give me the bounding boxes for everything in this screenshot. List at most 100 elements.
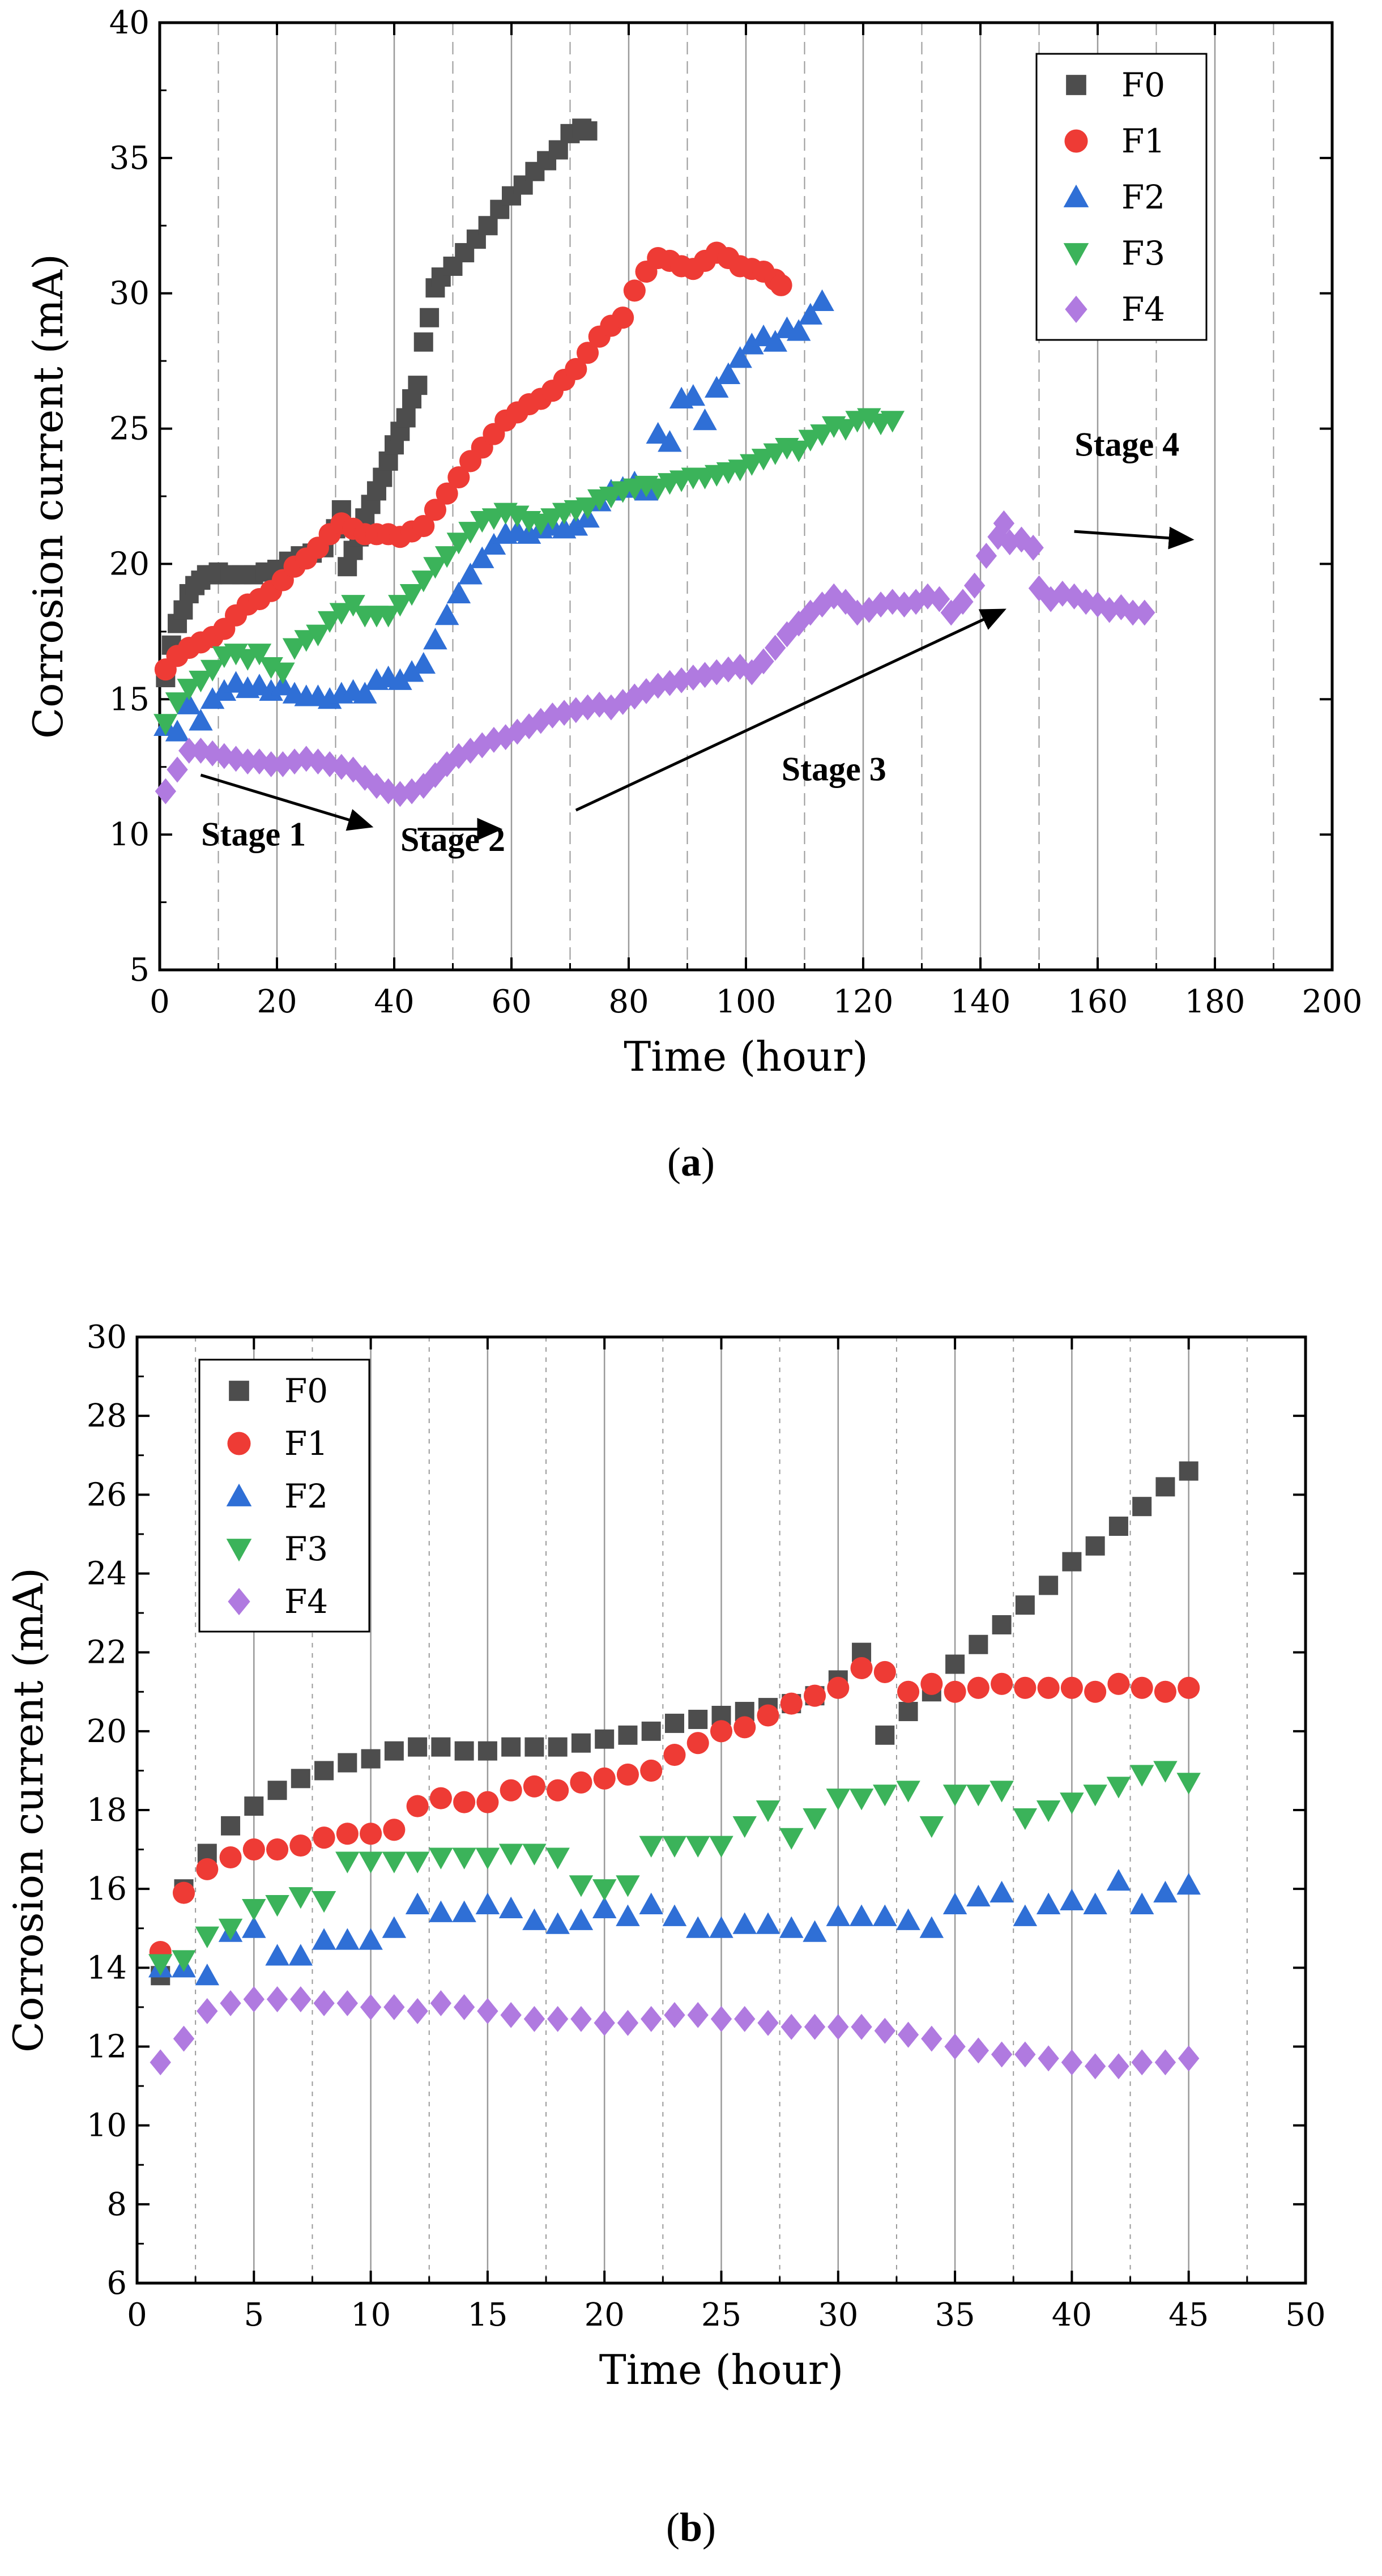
data-point-F2	[1106, 1869, 1131, 1891]
data-point-F2	[1129, 1892, 1154, 1914]
data-point-F4	[453, 1994, 475, 2020]
data-point-F2	[966, 1884, 991, 1907]
data-point-F2	[779, 1916, 804, 1938]
data-point-F3	[382, 1851, 407, 1874]
data-point-F4	[1038, 2045, 1059, 2072]
data-point-F2	[798, 303, 823, 325]
y-tick-label: 14	[87, 1949, 127, 1986]
legend-label: F2	[284, 1477, 328, 1515]
data-point-F2	[353, 682, 377, 704]
series-F1	[149, 1657, 1200, 1964]
data-point-F3	[411, 570, 436, 593]
y-tick-label: 5	[129, 952, 150, 989]
caption-a: (a)	[667, 1139, 715, 1185]
data-point-F3	[545, 1847, 570, 1870]
data-point-F3	[195, 1926, 220, 1948]
data-point-F2	[646, 421, 670, 444]
data-point-F2	[359, 1928, 383, 1950]
x-tick-label: 200	[1302, 983, 1363, 1020]
y-tick-label: 28	[87, 1398, 127, 1434]
x-tick-label: 5	[244, 2297, 264, 2334]
data-point-F0	[338, 1753, 357, 1773]
data-point-F4	[624, 683, 646, 710]
data-point-F3	[779, 1828, 804, 1850]
data-point-F2	[919, 1916, 944, 1938]
series-F1	[154, 241, 792, 681]
data-point-F3	[522, 1843, 547, 1866]
y-axis: 5 10 15 20 25 30 35 40	[109, 5, 1332, 989]
data-point-F3	[282, 638, 307, 660]
y-tick-label: 18	[87, 1792, 127, 1829]
data-point-F2	[388, 668, 412, 690]
data-point-F4	[284, 748, 305, 775]
legend: F0 F1 F2 F3 F4	[198, 1359, 370, 1633]
data-point-F4	[780, 2013, 802, 2040]
data-point-F2	[399, 660, 424, 682]
data-point-F1	[1131, 1676, 1153, 1699]
data-point-F1	[780, 1692, 803, 1715]
x-tick-label: 45	[1168, 2297, 1209, 2334]
data-point-F4	[448, 743, 470, 769]
chart-a: 0 20 40 60 80 100 120 140 160 180 200 5 10 15 20 25 30 35…	[24, 5, 1363, 1080]
data-point-F1	[1178, 1676, 1200, 1699]
caption-b: (b)	[666, 2505, 716, 2550]
data-point-F4	[407, 1998, 428, 2024]
data-point-F1	[1037, 1676, 1060, 1699]
data-point-F1	[710, 1720, 733, 1743]
x-tick-label: 100	[716, 983, 777, 1020]
data-point-F2	[242, 1916, 266, 1938]
data-point-F1	[803, 1684, 826, 1707]
legend-item-F4: F4	[1065, 290, 1165, 329]
data-point-F3	[265, 1895, 289, 1917]
x-tick-label: 25	[701, 2297, 741, 2334]
data-point-F3	[153, 714, 178, 736]
y-tick-label: 10	[87, 2107, 127, 2144]
data-point-F3	[399, 584, 424, 606]
y-tick-label: 26	[87, 1476, 127, 1513]
data-point-F4	[788, 610, 809, 637]
data-point-F4	[828, 2013, 849, 2040]
data-point-F1	[424, 499, 446, 521]
data-point-F3	[639, 1836, 663, 1858]
data-point-F0	[1155, 1477, 1175, 1497]
data-point-F2	[685, 1916, 710, 1938]
data-point-F2	[786, 319, 811, 341]
legend-item-F0: F0	[229, 1372, 328, 1410]
data-point-F4	[897, 2021, 919, 2048]
legend-marker-F2	[226, 1483, 252, 1506]
data-point-F3	[329, 603, 354, 625]
data-point-F0	[338, 557, 357, 577]
data-point-F1	[850, 1657, 873, 1680]
data-point-F4	[1084, 2053, 1106, 2080]
data-point-F2	[942, 1892, 967, 1914]
data-point-F1	[873, 1660, 896, 1684]
data-point-F2	[693, 408, 717, 431]
data-point-F0	[1132, 1497, 1152, 1517]
legend-item-F2: F2	[1063, 178, 1165, 216]
y-tick-label: 30	[109, 275, 150, 312]
data-point-F4	[1014, 2041, 1036, 2068]
data-point-F4	[494, 724, 517, 751]
data-point-F1	[623, 279, 646, 302]
data-point-F3	[200, 659, 225, 682]
data-point-F0	[408, 376, 428, 395]
data-point-F3	[685, 1836, 710, 1858]
data-point-F2	[1083, 1892, 1107, 1914]
data-point-F4	[243, 1986, 265, 2012]
x-tick-label: 80	[608, 983, 649, 1020]
data-point-F3	[942, 1785, 967, 1807]
data-point-F4	[874, 2017, 896, 2044]
legend-label: F1	[284, 1424, 328, 1463]
data-point-F1	[360, 1823, 382, 1845]
data-point-F4	[173, 2025, 195, 2052]
data-point-F0	[478, 216, 498, 236]
y-tick-label: 20	[109, 546, 150, 582]
data-point-F4	[921, 2025, 942, 2052]
series-F4	[150, 1986, 1200, 2080]
data-point-F4	[917, 583, 939, 610]
data-point-F0	[373, 467, 393, 487]
data-point-F0	[1039, 1576, 1059, 1595]
data-point-F3	[247, 644, 272, 666]
data-point-F1	[172, 1881, 195, 1904]
legend-marker-F3	[1063, 243, 1089, 266]
